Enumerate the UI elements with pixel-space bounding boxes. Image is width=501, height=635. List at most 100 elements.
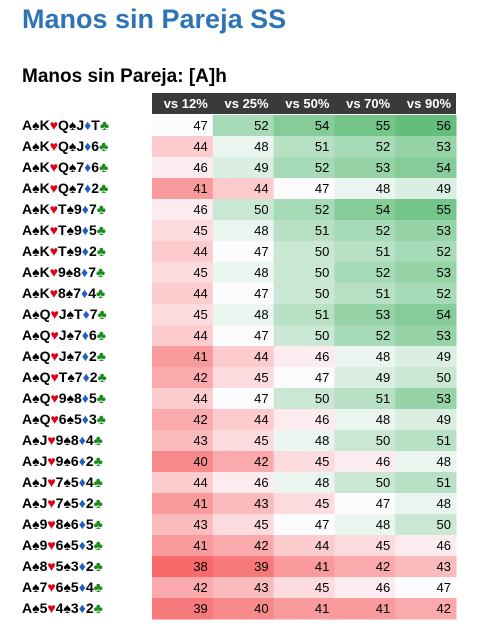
heatmap-cell (334, 493, 396, 515)
heatmap-cell (212, 115, 275, 137)
heatmap-cell (273, 220, 335, 242)
page-title: Manos sin Pareja SS (22, 4, 287, 34)
heatmap-cell (334, 115, 396, 137)
heatmap-cell (273, 409, 335, 431)
heatmap-cell (334, 304, 396, 326)
heatmap-cell (152, 157, 214, 179)
cell-value: 47 (315, 181, 329, 196)
cell-value: 43 (193, 517, 207, 532)
cell-value: 42 (254, 538, 268, 553)
cell-value: 52 (376, 139, 390, 154)
hand-label: A♠Q♥T♠7♦2♣ (22, 369, 107, 385)
heatmap-cell (212, 262, 275, 284)
cell-value: 53 (437, 139, 451, 154)
cell-value: 41 (315, 559, 329, 574)
chart-title: Manos sin Pareja: [A]h (22, 66, 227, 87)
cell-value: 51 (376, 286, 390, 301)
heatmap-cell (395, 577, 457, 599)
hand-label: A♠J♥9♠8♦4♣ (22, 432, 103, 448)
cell-value: 45 (254, 433, 268, 448)
heatmap-cell (212, 241, 275, 263)
heatmap-cell (212, 283, 275, 305)
heatmap-cell (395, 178, 457, 200)
cell-value: 48 (315, 475, 329, 490)
heatmap-cell (334, 430, 396, 452)
cell-value: 44 (193, 475, 207, 490)
heatmap-cell (273, 325, 335, 347)
cell-value: 41 (376, 601, 390, 616)
heatmap-cell (152, 430, 214, 452)
cell-value: 50 (254, 202, 268, 217)
cell-value: 51 (315, 223, 329, 238)
cell-value: 47 (376, 496, 390, 511)
heatmap-cell (273, 304, 335, 326)
heatmap-cell (334, 472, 396, 494)
heatmap-cell (152, 451, 214, 473)
cell-value: 42 (376, 559, 390, 574)
cell-value: 45 (193, 307, 207, 322)
heatmap-cell (395, 514, 457, 536)
hand-label: A♠5♥4♠3♦2♣ (22, 600, 103, 616)
heatmap-cell (395, 136, 457, 158)
heatmap-cell (212, 514, 275, 536)
cell-value: 50 (315, 265, 329, 280)
heatmap-cell (334, 241, 396, 263)
heatmap-cell (395, 535, 457, 557)
cell-value: 54 (376, 202, 390, 217)
hand-label: A♠9♥8♠6♦5♣ (22, 516, 103, 532)
cell-value: 41 (193, 181, 207, 196)
cell-value: 38 (193, 559, 207, 574)
cell-value: 53 (437, 391, 451, 406)
heatmap-cell (212, 598, 275, 620)
heatmap-cell (152, 367, 214, 389)
cell-value: 47 (254, 244, 268, 259)
heatmap-cell (212, 178, 275, 200)
heatmap-cell (334, 556, 396, 578)
heatmap-cell (273, 577, 335, 599)
heatmap-cell (152, 262, 214, 284)
column-header: vs 70% (346, 96, 391, 111)
heatmap-cell (395, 283, 457, 305)
cell-value: 53 (437, 265, 451, 280)
cell-value: 47 (254, 328, 268, 343)
column-header: vs 50% (285, 96, 330, 111)
cell-value: 54 (437, 160, 451, 175)
hand-label: A♠K♥T♠9♦7♣ (22, 201, 106, 217)
hand-label: A♠J♥7♠5♦4♣ (22, 474, 103, 490)
heatmap-cell (212, 430, 275, 452)
heatmap-cell (273, 283, 335, 305)
heatmap-cell (395, 409, 457, 431)
heatmap-cell (395, 367, 457, 389)
heatmap-cell (152, 409, 214, 431)
heatmap-cell (334, 598, 396, 620)
heatmap-cell (152, 598, 214, 620)
heatmap-cell (395, 430, 457, 452)
cell-value: 48 (376, 412, 390, 427)
heatmap-cell (152, 325, 214, 347)
heatmap-cell (273, 472, 335, 494)
cell-value: 45 (315, 580, 329, 595)
cell-value: 52 (376, 328, 390, 343)
cell-value: 44 (193, 328, 207, 343)
heatmap-cell (334, 136, 396, 158)
cell-value: 42 (254, 454, 268, 469)
cell-value: 50 (437, 370, 451, 385)
cell-value: 49 (376, 370, 390, 385)
heatmap-cell (395, 199, 457, 221)
cell-value: 46 (193, 160, 207, 175)
cell-value: 39 (193, 601, 207, 616)
cell-value: 44 (254, 349, 268, 364)
cell-value: 48 (254, 223, 268, 238)
cell-value: 46 (193, 202, 207, 217)
heatmap-cell (212, 535, 275, 557)
heatmap-cell (273, 178, 335, 200)
heatmap-cell (152, 346, 214, 368)
cell-value: 49 (437, 349, 451, 364)
hand-label: A♠K♥9♠8♦7♣ (22, 264, 105, 280)
heatmap-cell (212, 388, 275, 410)
heatmap-cell (212, 493, 275, 515)
hand-label: A♠Q♥J♠7♦6♣ (22, 327, 106, 343)
cell-value: 43 (193, 433, 207, 448)
heatmap-cell (334, 178, 396, 200)
cell-value: 52 (315, 202, 329, 217)
